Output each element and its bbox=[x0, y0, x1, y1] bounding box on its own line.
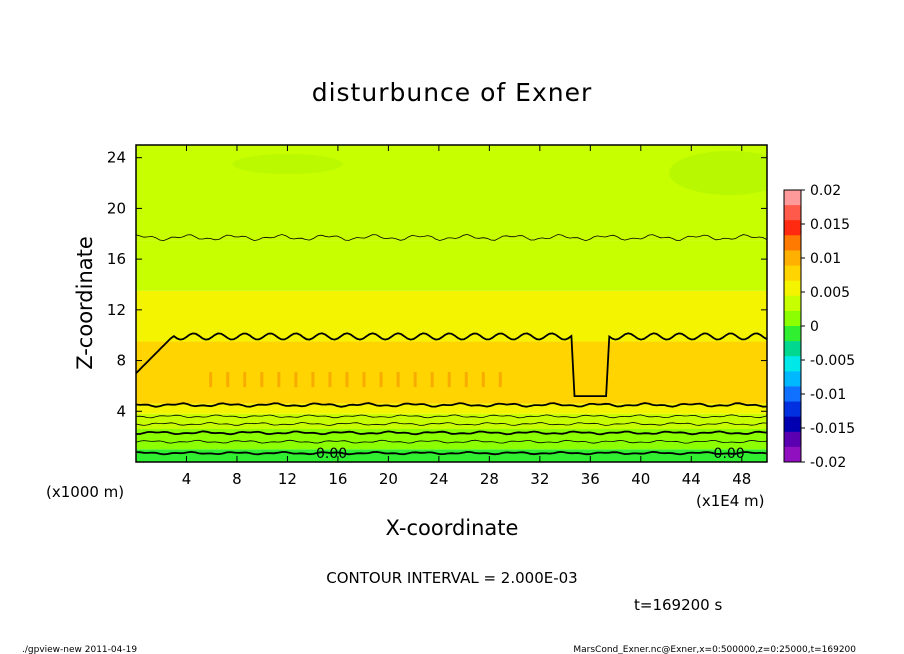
contour-line bbox=[136, 450, 767, 456]
contour-line bbox=[136, 402, 767, 408]
colorbar-label: 0.01 bbox=[810, 251, 841, 267]
colorbar-label: -0.015 bbox=[810, 421, 855, 437]
field-patch bbox=[481, 371, 485, 388]
field-patch bbox=[498, 371, 502, 388]
contour-line bbox=[136, 422, 767, 426]
contour-line bbox=[136, 430, 767, 436]
field-patch bbox=[209, 371, 213, 388]
field-patch bbox=[413, 371, 417, 388]
chart-title: disturbunce of Exner bbox=[312, 78, 593, 107]
y-tick-label: 16 bbox=[107, 250, 126, 268]
contour-line bbox=[136, 414, 767, 419]
x-axis-ticks: 4 8 12 16 20 24 28 32 36 40 44 48 bbox=[182, 145, 751, 488]
x-tick-label: 24 bbox=[429, 470, 448, 488]
colorbar-swatch bbox=[784, 205, 801, 221]
x-tick-label: 8 bbox=[232, 470, 242, 488]
field-band-4 bbox=[136, 341, 767, 404]
colorbar-swatch bbox=[784, 416, 801, 433]
time-text: t=169200 s bbox=[634, 596, 722, 614]
x-tick-label: 16 bbox=[328, 470, 347, 488]
field-patches bbox=[209, 150, 767, 388]
y-tick-label: 4 bbox=[116, 402, 126, 420]
y-tick-label: 12 bbox=[107, 301, 126, 319]
x-unit-label: (x1000 m) bbox=[46, 483, 124, 501]
field-patch bbox=[379, 371, 383, 388]
colorbar-swatch bbox=[784, 310, 801, 327]
x-tick-label: 28 bbox=[480, 470, 499, 488]
field-patch bbox=[243, 371, 247, 388]
contour-label: 0.00 bbox=[316, 446, 347, 462]
field-patch bbox=[396, 371, 400, 388]
colorbar-label: -0.02 bbox=[810, 455, 846, 471]
field-patch bbox=[260, 371, 264, 388]
contour-interval-text: CONTOUR INTERVAL = 2.000E-03 bbox=[326, 569, 577, 587]
x-tick-label: 12 bbox=[278, 470, 297, 488]
plot-area: 0.00 0.00 bbox=[136, 145, 767, 462]
colorbar-label: 0.015 bbox=[810, 217, 850, 233]
x-multiplier-label: (x1E4 m) bbox=[696, 492, 765, 510]
colorbar-swatch bbox=[784, 371, 801, 387]
colorbar-swatch bbox=[784, 235, 801, 251]
footer-left: ./gpview-new 2011-04-19 bbox=[22, 645, 137, 654]
colorbar-label: 0.02 bbox=[810, 183, 841, 199]
x-tick-label: 4 bbox=[182, 470, 192, 488]
x-tick-label: 32 bbox=[530, 470, 549, 488]
field-patch bbox=[447, 371, 451, 388]
field-patch bbox=[464, 371, 468, 388]
colorbar-swatch bbox=[784, 446, 801, 463]
x-tick-label: 36 bbox=[581, 470, 600, 488]
colorbar-label: -0.005 bbox=[810, 353, 855, 369]
colorbar-label: -0.01 bbox=[810, 387, 846, 403]
field-patch bbox=[294, 371, 298, 388]
colorbar-swatch bbox=[784, 326, 801, 342]
color-bands bbox=[136, 145, 767, 462]
x-tick-label: 20 bbox=[379, 470, 398, 488]
colorbar-swatch bbox=[784, 280, 801, 297]
colorbar-swatch bbox=[784, 250, 801, 267]
field-patch bbox=[430, 371, 434, 388]
plot-frame bbox=[135, 144, 768, 463]
field-band-1 bbox=[136, 429, 767, 450]
colorbar-swatch bbox=[784, 190, 801, 206]
field-patch bbox=[345, 371, 349, 388]
field-band-7 bbox=[136, 145, 767, 241]
contour-line bbox=[136, 233, 767, 242]
field-patch bbox=[277, 371, 281, 388]
footer-right: MarsCond_Exner.nc@Exner,x=0:500000,z=0:2… bbox=[573, 645, 856, 654]
colorbar-swatch bbox=[784, 341, 801, 357]
y-tick-label: 8 bbox=[116, 352, 126, 370]
contour-lines: 0.00 0.00 bbox=[136, 233, 767, 462]
y-axis-label: Z-coordinate bbox=[73, 236, 97, 370]
colorbar-swatch bbox=[784, 356, 801, 372]
x-tick-label: 48 bbox=[732, 470, 751, 488]
contour-label: 0.00 bbox=[714, 446, 745, 462]
x-axis-label: X-coordinate bbox=[386, 516, 519, 540]
field-patch bbox=[362, 371, 366, 388]
colorbar-swatch bbox=[784, 220, 801, 236]
y-tick-label: 20 bbox=[107, 199, 126, 217]
colorbar-label: 0.005 bbox=[810, 285, 850, 301]
colorbar-swatch bbox=[784, 431, 801, 448]
colorbar-label: 0 bbox=[810, 319, 819, 335]
x-tick-label: 44 bbox=[682, 470, 701, 488]
field-band-3 bbox=[136, 403, 767, 414]
colorbar-swatch bbox=[784, 401, 801, 418]
field-patch bbox=[226, 371, 230, 388]
field-patch bbox=[311, 371, 315, 388]
x-tick-label: 40 bbox=[631, 470, 650, 488]
contour-line bbox=[136, 439, 767, 444]
colorbar-swatch bbox=[784, 265, 801, 282]
y-axis-ticks: 4 8 12 16 20 24 bbox=[107, 149, 767, 420]
contour-line bbox=[136, 332, 767, 397]
colorbar-frame bbox=[783, 189, 802, 463]
field-patch bbox=[669, 150, 767, 195]
field-patch bbox=[232, 154, 343, 175]
colorbar-swatch bbox=[784, 386, 801, 403]
field-patch bbox=[328, 371, 332, 388]
colorbar: 0.02 0.015 0.01 0.005 0 -0.005 -0.01 -0.015 -0.0… bbox=[784, 183, 855, 471]
colorbar-swatch bbox=[784, 295, 801, 312]
y-tick-label: 24 bbox=[107, 149, 126, 167]
field-band-6 bbox=[136, 240, 767, 291]
